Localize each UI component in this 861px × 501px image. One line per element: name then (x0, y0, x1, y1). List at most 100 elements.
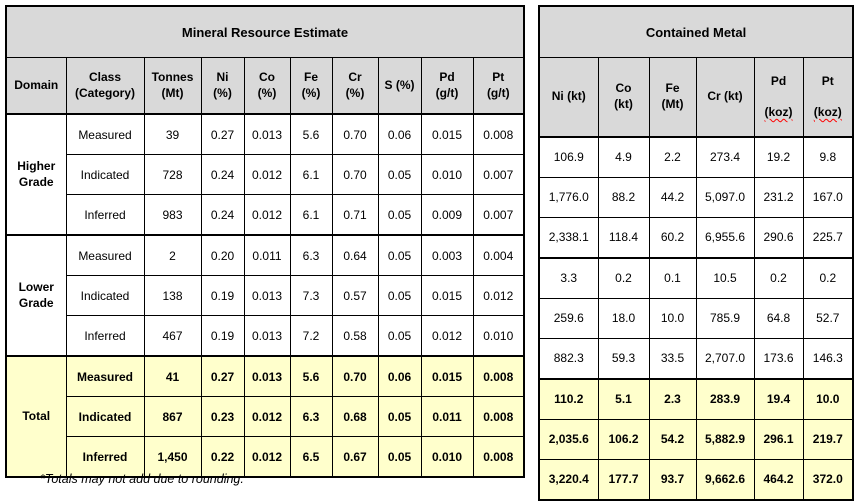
cell: 6.1 (289, 194, 333, 236)
cell: 6.1 (289, 154, 333, 195)
cell: 2,707.0 (695, 337, 755, 380)
table-row: 1,776.0 88.2 44.2 5,097.0 231.2 167.0 (538, 176, 854, 218)
col-header-class-category: Class (Category) (65, 57, 145, 115)
cell: 2 (143, 234, 202, 276)
cell: 6.3 (289, 234, 333, 276)
table-row: 259.6 18.0 10.0 785.9 64.8 52.7 (538, 297, 854, 339)
cell: 0.013 (243, 315, 291, 357)
cell: 0.011 (420, 396, 474, 437)
cell: 110.2 (538, 377, 599, 420)
cell: 0.009 (420, 194, 474, 236)
cell: 3,220.4 (538, 458, 599, 501)
class-cell: Measured (65, 355, 145, 397)
cell: 6,955.6 (695, 216, 755, 259)
table-row: 2,338.1 118.4 60.2 6,955.6 290.6 225.7 (538, 216, 854, 259)
cell: 0.003 (420, 234, 474, 276)
cell: 93.7 (648, 458, 697, 501)
cell: 106.2 (597, 418, 650, 460)
cell: 0.70 (331, 113, 379, 155)
cell: 54.2 (648, 418, 697, 460)
class-cell: Measured (65, 113, 145, 155)
class-cell: Measured (65, 234, 145, 276)
cell: 785.9 (695, 297, 755, 339)
cell: 231.2 (753, 176, 804, 218)
cell: 0.013 (243, 355, 291, 397)
cell: 5.6 (289, 113, 333, 155)
cell: 167.0 (802, 176, 854, 218)
col-header-s-pct: S (%) (377, 57, 422, 115)
col-header-ni-kt: Ni (kt) (538, 56, 599, 138)
cell: 0.05 (377, 194, 422, 236)
cell: 2.2 (648, 136, 697, 178)
class-cell: Indicated (65, 396, 145, 437)
cell: 7.2 (289, 315, 333, 357)
cell: 0.19 (200, 315, 245, 357)
cell: 0.007 (472, 194, 525, 236)
cell: 0.012 (472, 275, 525, 316)
cell: 0.012 (243, 154, 291, 195)
class-cell: Inferred (65, 315, 145, 357)
cell: 41 (143, 355, 202, 397)
cell: 1,450 (143, 436, 202, 478)
cell: 983 (143, 194, 202, 236)
class-cell: Inferred (65, 194, 145, 236)
cell: 173.6 (753, 337, 804, 380)
cell: 0.1 (648, 256, 697, 299)
col-header-co-kt: Co (kt) (597, 56, 650, 138)
cell: 259.6 (538, 297, 599, 339)
cell: 0.05 (377, 436, 422, 478)
cell: 0.008 (472, 396, 525, 437)
cell: 0.011 (243, 234, 291, 276)
cell: 219.7 (802, 418, 854, 460)
cell: 0.20 (200, 234, 245, 276)
cell: 106.9 (538, 136, 599, 178)
cell: 2,035.6 (538, 418, 599, 460)
cell: 2,338.1 (538, 216, 599, 259)
table-row-total: Inferred 1,450 0.22 0.012 6.5 0.67 0.05 … (6, 436, 525, 478)
col-header-fe-pct: Fe (%) (289, 57, 333, 115)
cell: 0.015 (420, 275, 474, 316)
table-row: Indicated 138 0.19 0.013 7.3 0.57 0.05 0… (6, 275, 525, 316)
cell: 0.007 (472, 154, 525, 195)
cell: 5.1 (597, 377, 650, 420)
cell: 10.0 (648, 297, 697, 339)
cell: 9.8 (802, 136, 854, 178)
cell: 59.3 (597, 337, 650, 380)
cell: 52.7 (802, 297, 854, 339)
cell: 0.64 (331, 234, 379, 276)
cell: 0.27 (200, 113, 245, 155)
class-cell: Inferred (65, 436, 145, 478)
class-cell: Indicated (65, 154, 145, 195)
right-header-row: Ni (kt) Co (kt) Fe (Mt) Cr (kt) Pd (koz)… (538, 56, 854, 138)
cell: 0.06 (377, 355, 422, 397)
cell: 882.3 (538, 337, 599, 380)
cell: 296.1 (753, 418, 804, 460)
cell: 0.67 (331, 436, 379, 478)
cell: 0.2 (802, 256, 854, 299)
cell: 0.010 (472, 315, 525, 357)
cell: 0.05 (377, 234, 422, 276)
cell: 867 (143, 396, 202, 437)
cell: 19.2 (753, 136, 804, 178)
cell: 0.24 (200, 154, 245, 195)
table-row: 106.9 4.9 2.2 273.4 19.2 9.8 (538, 136, 854, 178)
cell: 0.05 (377, 315, 422, 357)
cell: 372.0 (802, 458, 854, 501)
cell: 64.8 (753, 297, 804, 339)
cell: 0.2 (597, 256, 650, 299)
table-row-total: Indicated 867 0.23 0.012 6.3 0.68 0.05 0… (6, 396, 525, 437)
cell: 4.9 (597, 136, 650, 178)
table-row-total: Total Measured 41 0.27 0.013 5.6 0.70 0.… (5, 355, 525, 478)
table-row-total: 110.2 5.1 2.3 283.9 19.4 10.0 (538, 377, 854, 420)
right-table-title: Contained Metal (538, 5, 854, 58)
domain-cell-higher-grade: Higher Grade (5, 113, 67, 236)
cell: 0.57 (331, 275, 379, 316)
pd-label: Pd (770, 73, 787, 88)
col-header-pt-gpt: Pt (g/t) (472, 57, 525, 115)
cell: 18.0 (597, 297, 650, 339)
cell: 0.015 (420, 113, 474, 155)
cell: 283.9 (695, 377, 755, 420)
rounding-footnote: *Totals may not add due to rounding. (40, 472, 244, 486)
col-header-cr-kt: Cr (kt) (695, 56, 755, 138)
cell: 467 (143, 315, 202, 357)
